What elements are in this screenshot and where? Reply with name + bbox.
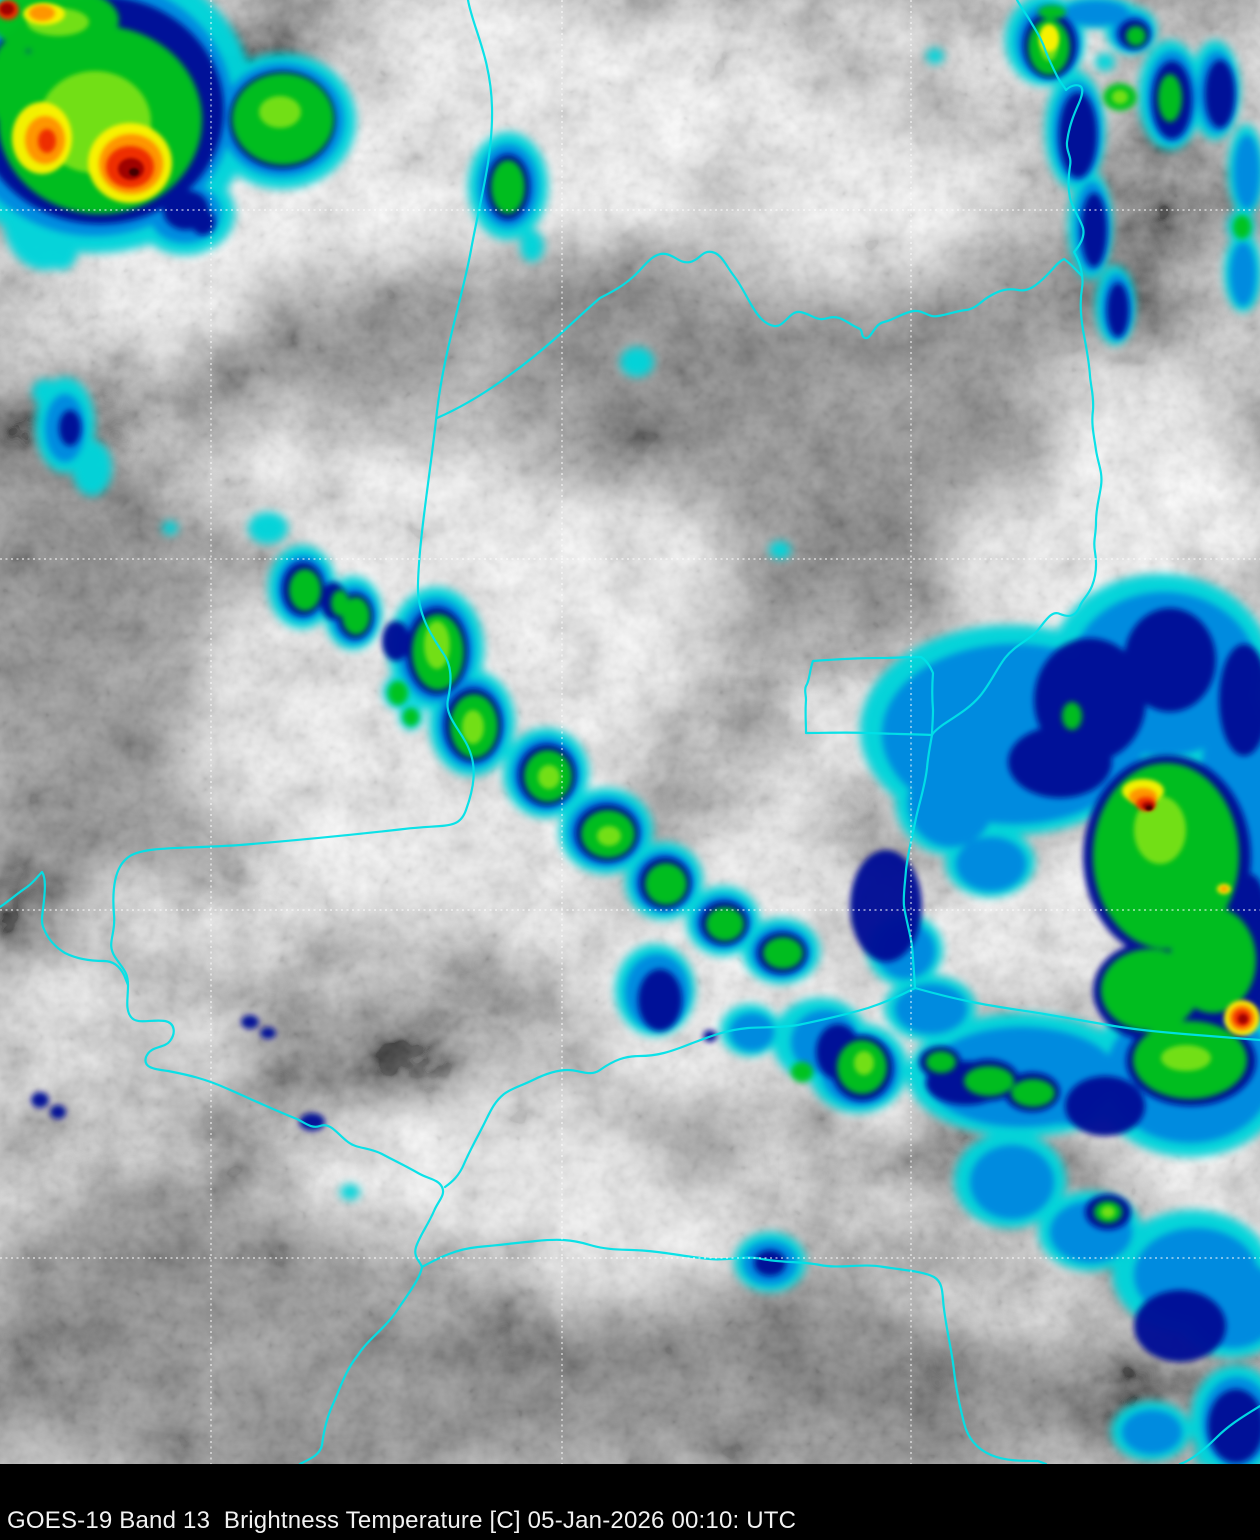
boundary-north-squiggle xyxy=(435,250,1084,420)
latlon-gridlines xyxy=(0,0,1260,1464)
boundary-southeast-corner xyxy=(1178,1404,1260,1464)
satellite-map xyxy=(0,0,1260,1464)
map-boundaries xyxy=(0,0,1260,1464)
boundary-admin-box xyxy=(804,655,935,737)
caption-text: GOES-19 Band 13 Brightness Temperature [… xyxy=(7,1507,797,1534)
cold-layer-core xyxy=(129,168,1153,811)
boundary-west-line xyxy=(110,0,494,1464)
caption-bar: GOES-19 Band 13 Brightness Temperature [… xyxy=(0,1464,1260,1540)
boundary-east-line xyxy=(443,0,1103,1189)
boundary-east-branch xyxy=(913,986,1260,1042)
boundary-west-hook xyxy=(0,870,130,987)
cold-layer-green xyxy=(0,0,1256,1223)
boundary-south-line xyxy=(420,1238,1048,1464)
satellite-image xyxy=(0,0,1260,1464)
